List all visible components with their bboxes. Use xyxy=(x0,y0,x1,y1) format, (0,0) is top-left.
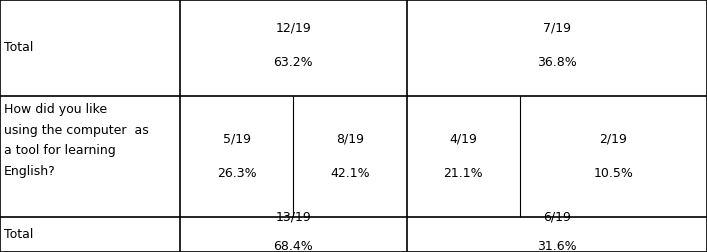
Text: How did you like
using the computer  as
a tool for learning
English?: How did you like using the computer as a… xyxy=(4,103,148,178)
Text: 68.4%: 68.4% xyxy=(274,240,313,252)
Text: 6/19: 6/19 xyxy=(543,210,571,223)
Text: 7/19: 7/19 xyxy=(543,21,571,34)
Text: 36.8%: 36.8% xyxy=(537,56,577,70)
Text: 63.2%: 63.2% xyxy=(274,56,313,70)
Text: 8/19: 8/19 xyxy=(336,132,364,145)
Text: 12/19: 12/19 xyxy=(276,21,311,34)
Text: 4/19: 4/19 xyxy=(449,132,477,145)
Text: 42.1%: 42.1% xyxy=(330,167,370,180)
Text: 26.3%: 26.3% xyxy=(217,167,257,180)
Text: Total: Total xyxy=(4,41,33,54)
Text: 31.6%: 31.6% xyxy=(537,240,577,252)
Text: 5/19: 5/19 xyxy=(223,132,251,145)
Text: 2/19: 2/19 xyxy=(600,132,627,145)
Text: Total: Total xyxy=(4,228,33,241)
Text: 13/19: 13/19 xyxy=(276,210,311,223)
Text: 21.1%: 21.1% xyxy=(443,167,483,180)
Text: 10.5%: 10.5% xyxy=(593,167,633,180)
